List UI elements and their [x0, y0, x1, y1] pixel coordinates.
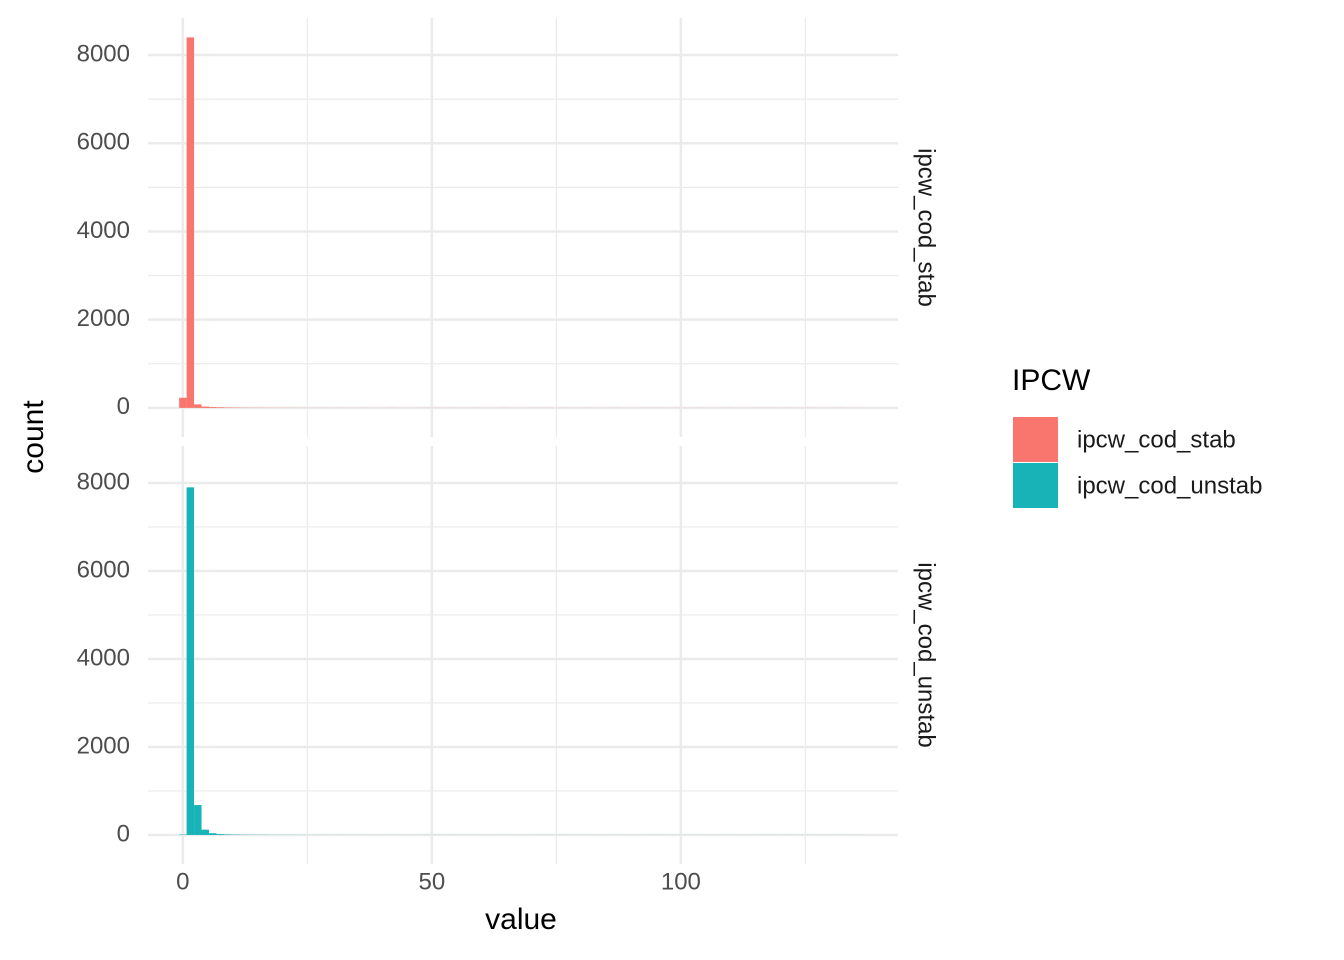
x-tick-label: 50 [419, 868, 446, 895]
bar [201, 829, 210, 835]
y-axis-title: count [17, 400, 50, 474]
x-axis-title: value [485, 903, 557, 936]
y-tick-label: 8000 [77, 40, 130, 67]
y-tick-label: 6000 [77, 556, 130, 583]
y-tick-label: 2000 [77, 732, 130, 759]
y-tick-label: 4000 [77, 644, 130, 671]
bar [223, 834, 232, 835]
bar [201, 406, 210, 408]
legend-swatch [1013, 463, 1058, 508]
y-tick-label: 0 [117, 393, 130, 420]
y-tick-label: 2000 [77, 305, 130, 332]
bar [209, 833, 217, 835]
y-tick-label: 4000 [77, 217, 130, 244]
legend-title: IPCW [1012, 364, 1091, 397]
bar [186, 487, 195, 835]
bar [186, 37, 195, 408]
y-tick-label: 6000 [77, 129, 130, 156]
facet-label: ipcw_cod_stab [913, 148, 940, 307]
legend-swatch [1013, 417, 1058, 462]
bar [216, 834, 224, 835]
bar [209, 407, 217, 408]
bar [194, 404, 202, 408]
bar [216, 407, 224, 408]
y-tick-label: 8000 [77, 468, 130, 495]
x-tick-label: 100 [661, 868, 701, 895]
bar [194, 805, 202, 835]
y-tick-label: 0 [117, 820, 130, 847]
legend-label: ipcw_cod_stab [1077, 426, 1236, 453]
facet-label: ipcw_cod_unstab [913, 562, 940, 747]
legend-label: ipcw_cod_unstab [1077, 472, 1262, 499]
bar [179, 397, 187, 408]
x-tick-label: 0 [176, 868, 189, 895]
